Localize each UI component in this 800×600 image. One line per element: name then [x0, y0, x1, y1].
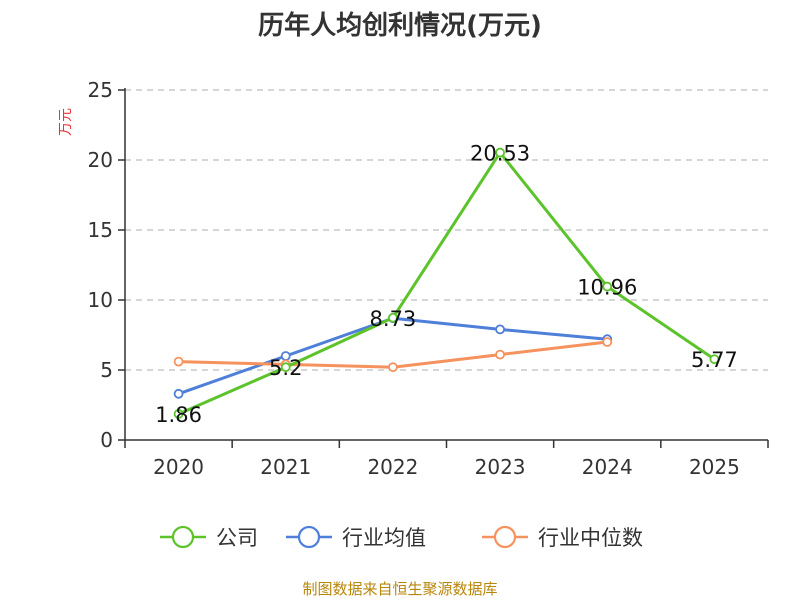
y-tick-label: 10: [88, 288, 113, 312]
y-tick-label: 15: [88, 218, 113, 242]
data-label: 10.96: [577, 276, 637, 300]
y-tick-label: 5: [100, 358, 113, 382]
data-point: [173, 356, 184, 367]
data-point: [495, 147, 505, 158]
data-point: [602, 281, 613, 292]
data-point: [173, 388, 184, 399]
legend-marker: [171, 525, 195, 549]
data-point: [388, 312, 398, 323]
legend-marker: [493, 525, 517, 549]
data-labels: 1.86 5.2 8.73 20.53 10.96 5.77: [155, 142, 738, 427]
legend-label[interactable]: 行业均值: [342, 526, 426, 550]
y-tick-label: 25: [88, 78, 113, 102]
data-point: [388, 362, 398, 373]
data-point: [602, 337, 613, 347]
legend-label[interactable]: 公司: [216, 526, 258, 550]
grid-lines: [125, 89, 768, 371]
x-tick-label: 2020: [153, 455, 204, 479]
x-tick-label: 2022: [367, 455, 418, 479]
y-tick-label: 20: [88, 148, 113, 172]
y-tick-label: 0: [100, 428, 113, 452]
chart-title: 历年人均创利情况(万元): [258, 10, 542, 41]
data-label: 1.86: [155, 403, 202, 427]
series-line-0: [177, 151, 716, 416]
data-label: 20.53: [470, 142, 530, 166]
data-point: [280, 362, 291, 373]
data-label: 5.77: [691, 348, 738, 372]
data-label: 5.2: [269, 356, 302, 380]
x-tick-label: 2024: [582, 455, 633, 479]
legend-label[interactable]: 行业中位数: [538, 526, 643, 550]
data-point: [495, 324, 505, 335]
legend[interactable]: 公司 行业均值 行业中位数: [160, 525, 643, 550]
legend-marker: [297, 525, 321, 549]
x-tick-label: 2021: [260, 455, 311, 479]
source-note: 制图数据来自恒生聚源数据库: [302, 580, 497, 598]
data-point: [495, 349, 505, 360]
y-axis-label: 万元: [58, 108, 74, 136]
x-tick-label: 2025: [689, 455, 740, 479]
x-tick-label: 2023: [475, 455, 526, 479]
data-point: [173, 409, 184, 419]
data-point: [709, 354, 720, 365]
data-label: 8.73: [370, 307, 417, 331]
series-group: [173, 147, 720, 419]
